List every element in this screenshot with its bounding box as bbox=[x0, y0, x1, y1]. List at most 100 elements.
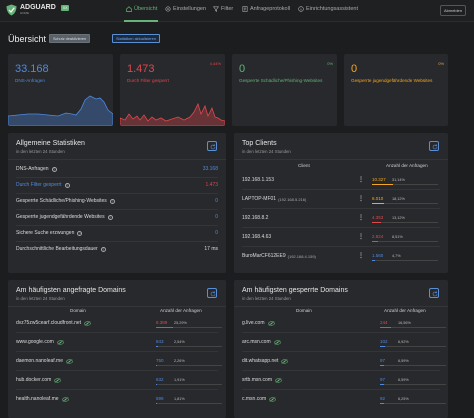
nav-query-log[interactable]: Anfrageprotokoll bbox=[242, 6, 290, 12]
more-options-icon[interactable]: ⋮ bbox=[358, 253, 364, 259]
stat-row-label: Gesperrte Schädliche/Phishing-Websites bbox=[16, 198, 107, 204]
stat-percent: 4,44% bbox=[209, 61, 221, 66]
panel-title: Allgemeine Statistiken bbox=[16, 140, 85, 147]
help-icon[interactable]: ? bbox=[107, 214, 113, 220]
domain-progress-bar bbox=[380, 327, 446, 329]
row-divider bbox=[16, 332, 218, 333]
help-icon[interactable]: ? bbox=[51, 166, 57, 172]
column-header-domain: Domain bbox=[70, 308, 86, 313]
domain-row[interactable]: health.nanoleaf.me bbox=[16, 394, 218, 404]
domain-row[interactable]: arc.msn.com bbox=[242, 337, 440, 347]
client-row[interactable]: 192.168.1.153 bbox=[242, 175, 440, 185]
panel-subtitle: in den letzten 24 Stunden bbox=[242, 149, 291, 154]
domain-percent: 16,56% bbox=[398, 320, 411, 325]
domain-count: 97 bbox=[380, 377, 386, 382]
panel-subtitle: in den letzten 24 Stunden bbox=[16, 296, 65, 301]
stat-row-label: Gesperrte jugendgefährdende Websites bbox=[16, 214, 105, 220]
help-icon[interactable]: ? bbox=[100, 246, 106, 252]
stat-label: Gesperrte jugendgefährdende Websites bbox=[351, 78, 433, 83]
more-options-icon[interactable]: ⋮ bbox=[358, 234, 364, 240]
domain-count: 599 bbox=[156, 396, 164, 401]
domain-progress-bar bbox=[380, 346, 446, 348]
client-row[interactable]: 192.168.4.63 bbox=[242, 232, 440, 242]
nav-filters-label: Filter bbox=[221, 6, 234, 12]
stat-row-label: Durch Filter gesperrt bbox=[16, 182, 62, 188]
client-percent: 8,51% bbox=[392, 234, 403, 239]
domain-count: 102 bbox=[380, 339, 388, 344]
panel-title: Am häufigsten gesperrte Domains bbox=[242, 287, 348, 294]
domain-name: c.msn.com bbox=[242, 396, 267, 402]
row-divider bbox=[16, 351, 218, 352]
stat-card-malware-phishing[interactable]: 0 Gesperrte Schädliche/Phishing-Websites… bbox=[232, 54, 337, 126]
more-options-icon[interactable]: ⋮ bbox=[358, 177, 364, 183]
stat-value: 33.168 bbox=[15, 63, 49, 75]
domain-name: srtb.msn.com bbox=[242, 377, 273, 383]
info-icon bbox=[298, 6, 304, 12]
logo[interactable]: ADGUARD HOME XX bbox=[6, 4, 70, 16]
hidden-eye-icon[interactable] bbox=[267, 320, 275, 326]
client-row[interactable]: 192.168.8.2 bbox=[242, 213, 440, 223]
help-icon[interactable]: ? bbox=[109, 198, 115, 204]
domain-row[interactable]: dit.whatsapp.net bbox=[242, 356, 440, 366]
domain-row[interactable]: g.live.com bbox=[242, 318, 440, 328]
nav-filters[interactable]: Filter bbox=[213, 6, 233, 12]
version-badge: XX bbox=[60, 5, 70, 11]
client-row[interactable]: LAPTOP-MF01 (192.168.5.216) bbox=[242, 194, 440, 204]
more-options-icon[interactable]: ⋮ bbox=[358, 215, 364, 221]
hidden-eye-icon[interactable] bbox=[56, 339, 64, 345]
brand-name: ADGUARD bbox=[20, 4, 56, 11]
refresh-statistics-button[interactable]: Statistiken aktualisieren bbox=[112, 34, 160, 43]
nav-settings[interactable]: Einstellungen bbox=[165, 6, 206, 12]
stat-card-blocked-by-filters[interactable]: 1.473 Durch Filter gesperrt 4,44% bbox=[120, 54, 225, 126]
row-divider bbox=[16, 177, 218, 178]
logout-button[interactable]: Abmelden bbox=[439, 5, 466, 16]
domain-row[interactable]: daemon.nanoleaf.me bbox=[16, 356, 218, 366]
hidden-eye-icon[interactable] bbox=[54, 377, 62, 383]
stat-card-adult-websites[interactable]: 0 Gesperrte jugendgefährdende Websites 0… bbox=[344, 54, 448, 126]
stat-percent: 0% bbox=[327, 61, 333, 66]
nav-overview[interactable]: Übersicht bbox=[126, 6, 157, 12]
domain-row[interactable]: dvz75zw5cearf.cloudfront.net bbox=[16, 318, 218, 328]
hidden-eye-icon[interactable] bbox=[269, 396, 276, 402]
help-icon[interactable]: ? bbox=[77, 230, 83, 236]
hidden-eye-icon[interactable] bbox=[61, 396, 69, 402]
progress-fill bbox=[372, 184, 393, 186]
row-divider bbox=[242, 351, 440, 352]
hidden-eye-icon[interactable] bbox=[275, 377, 282, 383]
refresh-button[interactable] bbox=[429, 141, 439, 151]
hidden-eye-icon[interactable] bbox=[84, 320, 91, 326]
client-row[interactable]: BuroMarCF612EE9 (192.168.4.159) bbox=[242, 251, 440, 261]
more-options-icon[interactable]: ⋮ bbox=[358, 196, 364, 202]
client-name: 192.168.1.153 bbox=[242, 177, 274, 183]
refresh-button[interactable] bbox=[207, 141, 217, 151]
domain-percent: 1,81% bbox=[174, 396, 185, 401]
refresh-button[interactable] bbox=[207, 288, 217, 298]
stat-row-label: DNS-Anfragen bbox=[16, 166, 49, 172]
hidden-eye-icon[interactable] bbox=[273, 339, 281, 345]
help-icon[interactable]: ? bbox=[64, 182, 70, 188]
client-count: 10.327 bbox=[372, 177, 386, 182]
domain-row[interactable]: hub.docker.com bbox=[16, 375, 218, 385]
domain-count: 92 bbox=[380, 396, 386, 401]
client-percent: 13,12% bbox=[392, 215, 405, 220]
hidden-eye-icon[interactable] bbox=[281, 358, 289, 364]
stat-row-value: 33.168 bbox=[202, 166, 218, 172]
domain-row[interactable]: c.msn.com bbox=[242, 394, 440, 404]
divider bbox=[8, 306, 226, 307]
panel-subtitle: in den letzten 24 Stunden bbox=[242, 296, 291, 301]
disable-protection-button[interactable]: Schutz deaktivieren bbox=[49, 34, 91, 43]
refresh-icon bbox=[432, 143, 437, 149]
stat-value: 0 bbox=[351, 63, 358, 75]
stat-label: Gesperrte Schädliche/Phishing-Websites bbox=[239, 78, 323, 83]
panel-title: Top Clients bbox=[242, 140, 277, 147]
column-header-count: Anzahl der Anfragen bbox=[386, 163, 428, 168]
nav-setup-guide[interactable]: Einrichtungsassistent bbox=[298, 6, 358, 12]
gear-icon bbox=[165, 6, 171, 12]
hidden-eye-icon[interactable] bbox=[66, 358, 73, 364]
domain-percent: 6,92% bbox=[398, 339, 409, 344]
domain-row[interactable]: www.google.com bbox=[16, 337, 218, 347]
domain-row[interactable]: srtb.msn.com bbox=[242, 375, 440, 385]
progress-fill bbox=[372, 203, 384, 205]
refresh-button[interactable] bbox=[429, 288, 439, 298]
stat-card-dns-queries[interactable]: 33.168 DNS-Anfragen bbox=[8, 54, 113, 126]
